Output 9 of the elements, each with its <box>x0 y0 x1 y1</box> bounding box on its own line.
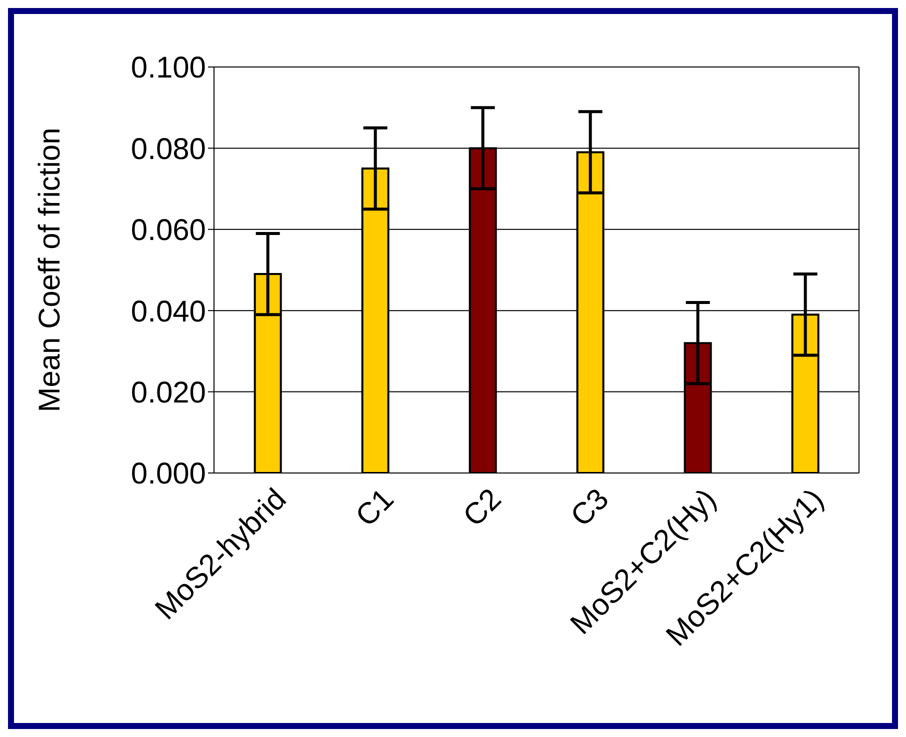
y-tick-label: 0.020 <box>130 376 206 410</box>
y-tick-label: 0.080 <box>130 132 206 166</box>
y-tick-label: 0.040 <box>130 295 206 328</box>
x-tick-label: C1 <box>350 482 400 534</box>
y-tick-label: 0.000 <box>130 458 206 491</box>
y-axis-title: Mean Coeff of friction <box>34 128 67 412</box>
y-tick-label: 0.060 <box>130 214 206 248</box>
x-tick-label: C2 <box>457 482 508 534</box>
y-tick-label: 0.100 <box>130 52 206 85</box>
